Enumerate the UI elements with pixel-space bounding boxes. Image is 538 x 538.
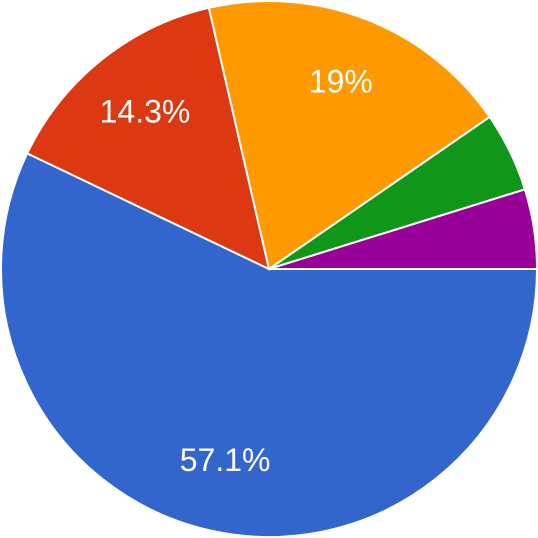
pie-slice	[268, 188, 538, 270]
pie-slice	[25, 6, 271, 271]
pie-slice	[0, 152, 538, 538]
slice-label: 19%	[309, 64, 373, 100]
pie-slice	[207, 0, 492, 271]
slice-label: 14.3%	[100, 94, 191, 130]
slice-label: 57.1%	[180, 442, 271, 478]
